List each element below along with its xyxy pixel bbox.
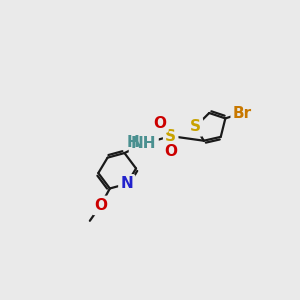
Text: Br: Br [233,106,252,121]
Text: S: S [190,119,201,134]
Text: O: O [164,144,177,159]
Text: H: H [127,135,139,150]
Text: N: N [120,176,133,191]
Text: S: S [165,129,176,144]
Text: O: O [94,198,107,213]
Text: NH: NH [131,136,157,151]
Text: O: O [153,116,167,130]
